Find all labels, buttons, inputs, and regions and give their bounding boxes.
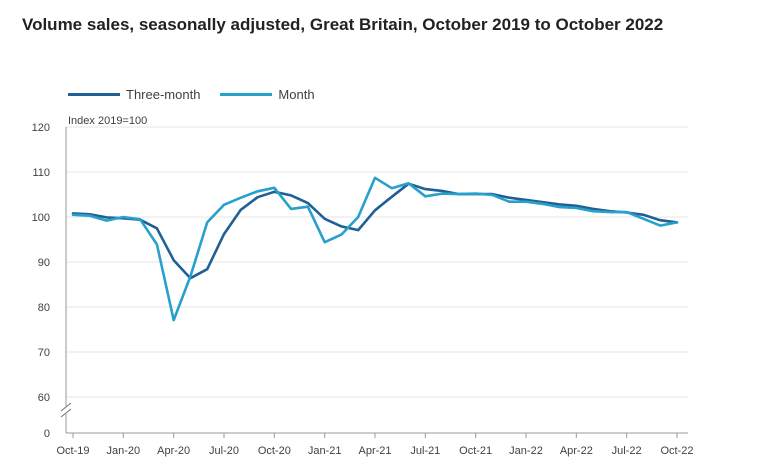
x-tick-label-Oct-22: Oct-22: [660, 445, 693, 457]
x-tick-label-Oct-20: Oct-20: [258, 445, 291, 457]
y-tick-label-90: 90: [38, 257, 50, 269]
x-tick-label-Apr-21: Apr-21: [358, 445, 391, 457]
y-tick-label-110: 110: [32, 167, 50, 179]
y-axis-title: Index 2019=100: [68, 115, 147, 127]
y-tick-label-0: 0: [44, 428, 50, 440]
x-tick-label-Jul-20: Jul-20: [209, 445, 239, 457]
x-tick-label-Apr-22: Apr-22: [560, 445, 593, 457]
y-tick-label-80: 80: [38, 302, 50, 314]
legend: Three-month Month: [68, 84, 335, 104]
x-tick-label-Jan-20: Jan-20: [107, 445, 141, 457]
series-line-month: [71, 176, 679, 322]
x-tick-label-Jul-22: Jul-22: [612, 445, 642, 457]
chart-title: Volume sales, seasonally adjusted, Great…: [22, 15, 664, 34]
axis-break-mark-2: [60, 408, 72, 418]
axis-break-mark-1: [60, 402, 72, 412]
legend-label-month: Month: [278, 86, 315, 102]
x-tick-label-Jul-21: Jul-21: [410, 445, 440, 457]
x-tick-label-Jan-22: Jan-22: [509, 445, 543, 457]
y-tick-label-70: 70: [38, 347, 50, 359]
x-tick-label-Jan-21: Jan-21: [308, 445, 342, 457]
x-tick-label-Oct-21: Oct-21: [459, 445, 492, 457]
legend-item-three-month[interactable]: Three-month: [68, 87, 200, 102]
x-tick-label-Apr-20: Apr-20: [157, 445, 190, 457]
x-tick-label-Oct-19: Oct-19: [56, 445, 89, 457]
legend-swatch-month: [220, 92, 273, 96]
y-tick-label-60: 60: [38, 392, 50, 404]
legend-item-month[interactable]: Month: [220, 86, 315, 102]
y-tick-label-100: 100: [32, 212, 50, 224]
legend-label-three-month: Three-month: [126, 86, 201, 102]
series-line-three-month: [71, 182, 679, 280]
y-tick-label-120: 120: [32, 122, 50, 134]
legend-swatch-three-month: [68, 92, 120, 96]
